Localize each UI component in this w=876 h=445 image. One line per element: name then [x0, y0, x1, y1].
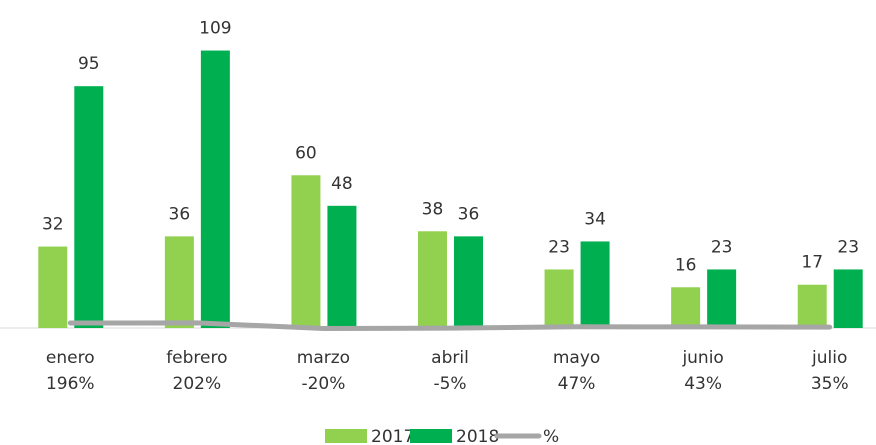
bar — [580, 241, 610, 328]
value-label: 23 — [837, 237, 859, 257]
value-label: 109 — [199, 19, 231, 39]
value-label: 23 — [711, 237, 733, 257]
line — [67, 320, 833, 332]
bar — [454, 236, 483, 328]
x-sub-label: -5% — [433, 374, 466, 394]
x-sub-label: 35% — [811, 374, 849, 394]
x-tick-label: enero — [46, 348, 95, 368]
bar — [833, 269, 863, 328]
x-tick-label: abril — [431, 348, 469, 368]
x-sub-label: 196% — [46, 374, 95, 394]
value-label: 34 — [584, 209, 606, 229]
x-sub-label: 43% — [684, 374, 722, 394]
x-sub-label: 47% — [558, 374, 596, 394]
bar — [671, 287, 701, 328]
legend-swatch — [410, 429, 452, 443]
bar — [38, 246, 68, 328]
value-label: 16 — [675, 255, 697, 275]
value-label: 23 — [548, 237, 570, 257]
x-tick-label: mayo — [553, 348, 600, 368]
legend-label: % — [543, 427, 559, 445]
value-label: 32 — [42, 215, 64, 235]
bar — [707, 269, 737, 328]
bar — [418, 231, 447, 328]
value-label: 36 — [169, 204, 191, 224]
x-sub-label: -20% — [301, 374, 345, 394]
value-label: 48 — [331, 174, 353, 194]
value-label: 95 — [78, 54, 100, 74]
bar — [74, 86, 104, 328]
value-label: 36 — [458, 204, 480, 224]
value-label: 60 — [295, 143, 317, 163]
x-tick-label: marzo — [297, 348, 350, 368]
x-sub-label: 202% — [173, 374, 222, 394]
value-label: 17 — [801, 253, 823, 273]
bar — [291, 175, 321, 328]
legend-swatch — [325, 429, 367, 443]
legend-label: 2017 — [371, 427, 414, 445]
bar — [327, 205, 357, 328]
bar — [797, 284, 827, 328]
x-tick-label: junio — [681, 348, 723, 368]
bar — [544, 269, 574, 328]
bar — [164, 236, 194, 328]
x-tick-label: febrero — [166, 348, 227, 368]
x-tick-label: julio — [811, 348, 847, 368]
bar — [200, 50, 230, 328]
legend-label: 2018 — [456, 427, 499, 445]
value-label: 38 — [422, 199, 444, 219]
